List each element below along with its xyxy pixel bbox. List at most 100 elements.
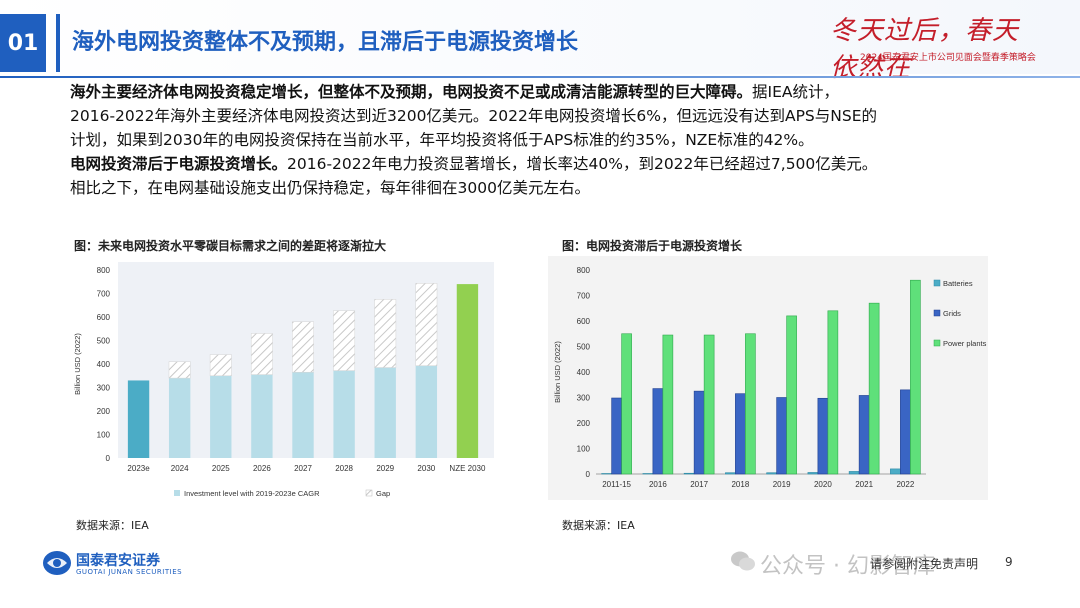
bar-grids-2016 [652, 388, 664, 475]
x-tick-label: 2021 [855, 480, 873, 489]
bar-batteries-2011-15 [601, 473, 612, 475]
bar-power-plants-2019 [786, 315, 797, 475]
bar-power-plants-2021 [868, 302, 880, 475]
bar-investment-2025 [210, 375, 232, 458]
bar-batteries-2016 [642, 473, 654, 475]
paragraph-2-line-2: 相比之下，在电网基础设施支出仍保持稳定，每年徘徊在3000亿美元左右。 [70, 179, 590, 197]
y-axis-label: Billion USD (2022) [73, 333, 82, 395]
y-tick-label: 300 [97, 384, 111, 393]
paragraph-1-line-1: 海外主要经济体电网投资稳定增长，但整体不及预期，电网投资不足或成清洁能源转型的巨… [70, 80, 1030, 104]
paragraph-1-line-3: 计划，如果到2030年的电网投资保持在当前水平，年平均投资将低于APS标准的约3… [70, 131, 814, 149]
x-tick-label: 2024 [171, 464, 189, 473]
event-logo-subtitle: 2024国泰君安上市公司见面会暨春季策略会 [860, 53, 1036, 63]
bar-gap-2029 [374, 299, 397, 368]
x-tick-label: 2030 [417, 464, 435, 473]
x-tick-label: 2023e [127, 464, 150, 473]
company-logo-icon [43, 551, 71, 575]
disclaimer-link[interactable]: 请参阅附注免责声明 [870, 557, 979, 571]
x-tick-label: 2019 [773, 480, 791, 489]
y-tick-label: 100 [97, 431, 111, 440]
bar-batteries-2021 [848, 471, 860, 475]
bar-batteries-2018 [725, 472, 736, 475]
watermark: 公众号 · 幻影智库 [760, 554, 935, 579]
bar-2023e [127, 380, 150, 458]
y-tick-label: 300 [577, 394, 591, 403]
x-tick-label: 2027 [294, 464, 312, 473]
bar-batteries-2017 [683, 472, 695, 475]
paragraph-1: 海外主要经济体电网投资稳定增长，但整体不及预期，电网投资不足或成清洁能源转型的巨… [70, 80, 1030, 152]
bar-grids-2022 [900, 389, 911, 475]
event-logo: 冬天过后，春天依然在 2024国泰君安上市公司见面会暨春季策略会 [830, 10, 1040, 83]
legend-swatch-batteries [933, 279, 941, 287]
x-tick-label: 2020 [814, 480, 832, 489]
x-tick-label: 2028 [335, 464, 353, 473]
y-tick-label: 200 [97, 407, 111, 416]
bar-power-plants-2018 [745, 333, 756, 475]
bar-grids-2019 [776, 397, 787, 475]
y-tick-label: 100 [577, 445, 591, 454]
bar-power-plants-2016 [662, 334, 674, 475]
legend-label-batteries: Batteries [943, 279, 973, 288]
bar-power-plants-2011-15 [621, 333, 632, 475]
legend-swatch-investment [174, 490, 180, 496]
y-tick-label: 800 [577, 266, 591, 275]
paragraph-2-line-1: 电网投资滞后于电源投资增长。2016-2022年电力投资显著增长，增长率达40%… [70, 152, 1030, 176]
bar-gap-2030 [415, 283, 438, 366]
bar-grids-2017 [693, 390, 705, 475]
bar-nze-2030 [456, 284, 479, 458]
x-tick-label: 2029 [376, 464, 394, 473]
power-vs-grid-investment-chart: 0 100 200 300 400 500 600 700 800 Billion USD (20… [548, 256, 988, 500]
section-number: 01 [0, 14, 46, 72]
x-tick-label: NZE 2030 [449, 464, 486, 473]
bar-grids-2021 [858, 395, 870, 475]
x-tick-label: 2016 [649, 480, 667, 489]
bar-gap-2025 [209, 354, 232, 376]
y-tick-label: 600 [577, 317, 591, 326]
page-number: 9 [1005, 555, 1013, 569]
bar-gap-2027 [292, 321, 314, 373]
x-tick-label: 2018 [731, 480, 749, 489]
bar-power-plants-2017 [703, 334, 715, 475]
bar-batteries-2019 [766, 472, 777, 475]
company-name: 国泰君安证券 [76, 553, 160, 569]
bar-batteries-2022 [890, 468, 901, 475]
bar-batteries-2020 [807, 472, 819, 475]
wechat-icon [731, 551, 755, 571]
company-name-en: GUOTAI JUNAN SECURITIES [76, 568, 183, 576]
bar-power-plants-2022 [910, 279, 921, 475]
y-tick-label: 500 [97, 337, 111, 346]
y-tick-label: 700 [97, 290, 111, 299]
header-bar [0, 0, 1080, 74]
legend-swatch-power-plants [933, 339, 941, 347]
bar-investment-2026 [251, 374, 273, 458]
legend-label-power-plants: Power plants [943, 339, 987, 348]
y-tick-label: 600 [97, 313, 111, 322]
y-tick-label: 500 [577, 343, 591, 352]
figure-2-source: 数据来源：IEA [562, 519, 635, 532]
legend-label-investment: Investment level with 2019-2023e CAGR [184, 489, 320, 498]
bar-grids-2020 [817, 397, 829, 475]
y-tick-label: 700 [577, 292, 591, 301]
bar-gap-2028 [333, 310, 356, 371]
y-tick-label: 800 [97, 266, 111, 275]
bar-investment-2027 [292, 372, 314, 458]
page-title: 海外电网投资整体不及预期，且滞后于电源投资增长 [72, 30, 579, 55]
paragraph-1-line-2: 2016-2022年海外主要经济体电网投资达到近3200亿美元。2022年电网投… [70, 107, 877, 125]
bar-investment-2024 [168, 378, 191, 458]
paragraph-2: 电网投资滞后于电源投资增长。2016-2022年电力投资显著增长，增长率达40%… [70, 152, 1030, 200]
bar-gap-2024 [168, 361, 191, 379]
y-tick-label: 400 [577, 368, 591, 377]
y-axis-label: Billion USD (2022) [553, 341, 562, 403]
bar-investment-2028 [333, 370, 355, 458]
figure-2-title: 图：电网投资滞后于电源投资增长 [562, 239, 743, 253]
x-tick-label: 2022 [896, 480, 914, 489]
bar-investment-2030 [415, 365, 438, 458]
legend-label-gap: Gap [376, 489, 390, 498]
bar-power-plants-2020 [827, 310, 839, 475]
paragraph-2-lead: 电网投资滞后于电源投资增长。 [70, 155, 288, 173]
figure-1-source: 数据来源：IEA [76, 519, 149, 532]
x-tick-label: 2011-15 [602, 480, 631, 489]
y-tick-label: 200 [577, 419, 591, 428]
x-tick-label: 2017 [690, 480, 708, 489]
x-tick-label: 2026 [253, 464, 271, 473]
